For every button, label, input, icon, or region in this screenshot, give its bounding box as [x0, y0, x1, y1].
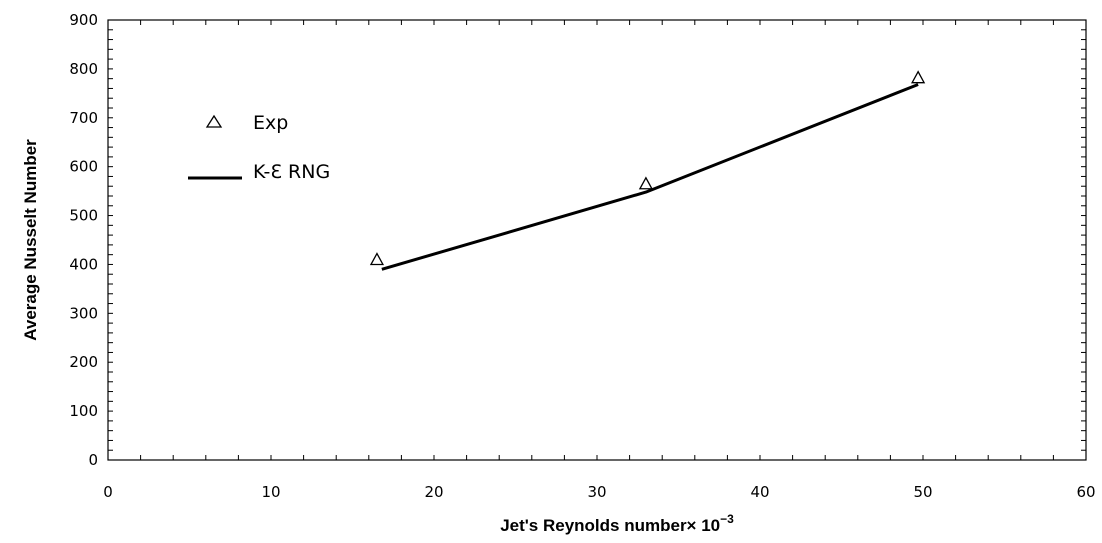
legend-line-label: K-Ɛ RNG — [253, 161, 330, 183]
y-axis-title: Average Nusselt Number — [21, 139, 40, 341]
x-tick-label: 10 — [261, 483, 280, 501]
y-tick-label: 600 — [69, 158, 98, 176]
x-tick-label: 40 — [750, 483, 769, 501]
legend-exp-label: Exp — [253, 112, 288, 134]
legend-exp-marker — [205, 114, 223, 128]
tick-labels: 0 10 20 30 40 50 60010020030040050060070080090… — [69, 11, 1095, 501]
y-tick-label: 100 — [69, 402, 98, 420]
y-tick-label: 700 — [69, 109, 98, 127]
y-tick-label: 800 — [69, 60, 98, 78]
y-tick-label: 0 — [88, 451, 98, 469]
plot-area — [107, 19, 1087, 461]
data-point-exp — [911, 70, 926, 84]
series-line-k-e-rng — [381, 83, 919, 271]
series-layer — [369, 70, 926, 271]
x-axis-title: Jet's Reynolds number× 10−3 — [500, 512, 734, 535]
y-tick-label: 500 — [69, 207, 98, 225]
plot-frame — [107, 19, 1087, 461]
y-tick-label: 200 — [69, 353, 98, 371]
data-point-exp — [369, 252, 385, 266]
legend: Exp K-Ɛ RNG — [188, 112, 330, 183]
x-tick-label: 50 — [913, 483, 932, 501]
x-tick-label: 60 — [1076, 483, 1095, 501]
y-tick-label: 400 — [69, 255, 98, 273]
x-tick-label: 30 — [587, 483, 606, 501]
y-tick-label: 300 — [69, 304, 98, 322]
y-tick-label: 900 — [69, 11, 98, 29]
x-tick-label: 0 — [103, 483, 113, 501]
x-axis-title-exponent: −3 — [720, 512, 734, 526]
x-tick-label: 20 — [424, 483, 443, 501]
axis-ticks — [107, 19, 1087, 461]
x-axis-title-text: Jet's Reynolds number× 10 — [500, 516, 720, 535]
data-point-exp — [638, 176, 653, 190]
